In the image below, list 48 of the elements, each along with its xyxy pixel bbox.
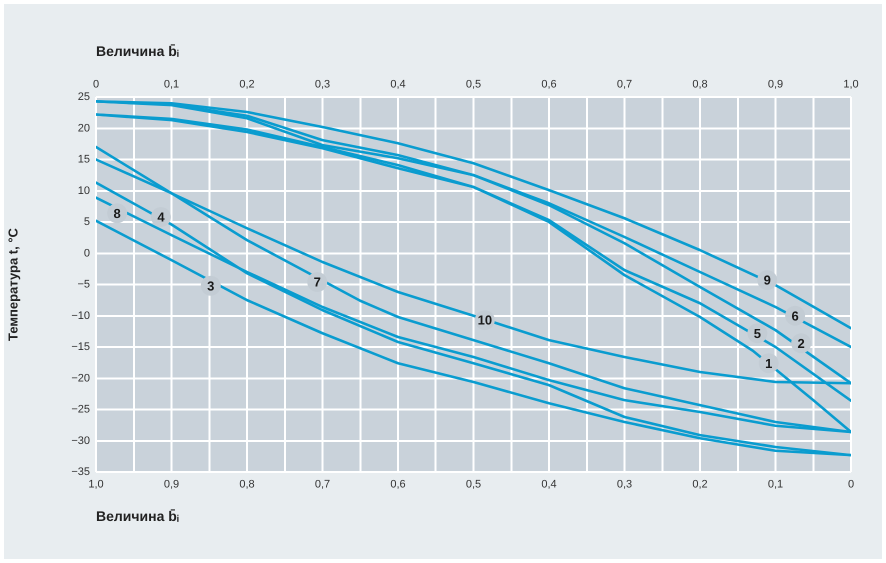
annotation: 1: [765, 356, 772, 371]
x-tick-label: 0,3: [616, 478, 632, 491]
x-tick-label: 0,9: [164, 478, 180, 491]
x2-tick-label: 0,6: [541, 78, 557, 90]
x2-tick-label: 0,1: [164, 78, 180, 90]
x2-tick-label: 0,5: [466, 78, 482, 90]
x-tick-label: 0: [848, 478, 854, 491]
x-tick-label: 0,8: [239, 478, 255, 491]
y-tick-label: −10: [71, 310, 90, 322]
y-axis-title: Температура t, °C: [5, 227, 20, 341]
y-tick-label: 25: [78, 91, 90, 104]
x2-axis-title: Величина b̄ᵢ: [96, 43, 179, 59]
y-tick-label: 0: [84, 247, 90, 260]
x-axis-title: Величина b̄ᵢ: [96, 508, 179, 524]
x-tick-label: 0,2: [692, 478, 708, 491]
y-tick-label: 15: [78, 154, 90, 166]
x-tick-label: 1,0: [88, 478, 104, 491]
x2-tick-label: 0: [92, 78, 100, 90]
y-tick-label: −15: [71, 341, 90, 354]
x2-tick-label: 0,4: [390, 78, 406, 90]
annotation: 9: [764, 272, 771, 288]
x2-tick-label: 0,9: [768, 78, 784, 90]
annotation: 3: [207, 278, 214, 294]
x-tick-label: 0,1: [768, 478, 784, 491]
x-tick-label: 0,6: [390, 478, 406, 491]
x2-tick-label: 0,2: [239, 78, 255, 90]
x2-tick-label: 0,8: [692, 78, 708, 90]
x2-tick-label: 0,3: [314, 78, 330, 90]
x-tick-label: 0,7: [314, 478, 330, 491]
y-tick-label: −5: [77, 278, 90, 291]
y-tick-label: 20: [78, 122, 90, 134]
annotation: 10: [478, 312, 492, 328]
y-tick-label: −30: [71, 434, 90, 447]
annotation: 8: [114, 206, 121, 221]
y-tick-label: 10: [78, 184, 90, 197]
x2-tick-label: 1,0: [843, 78, 859, 90]
x-tick-label: 0,5: [466, 478, 482, 491]
x2-tick-label: 0,7: [616, 78, 632, 90]
annotation: 4: [157, 210, 166, 225]
y-tick-label: 5: [84, 216, 90, 228]
annotation: 5: [754, 326, 761, 341]
annotation: 7: [314, 274, 321, 290]
y-tick-label: −25: [71, 404, 90, 416]
annotation: 2: [798, 336, 805, 351]
annotation: 6: [792, 308, 799, 324]
x-tick-label: 0,4: [541, 478, 557, 491]
y-tick-label: −35: [71, 466, 90, 478]
y-tick-label: −20: [71, 372, 90, 384]
